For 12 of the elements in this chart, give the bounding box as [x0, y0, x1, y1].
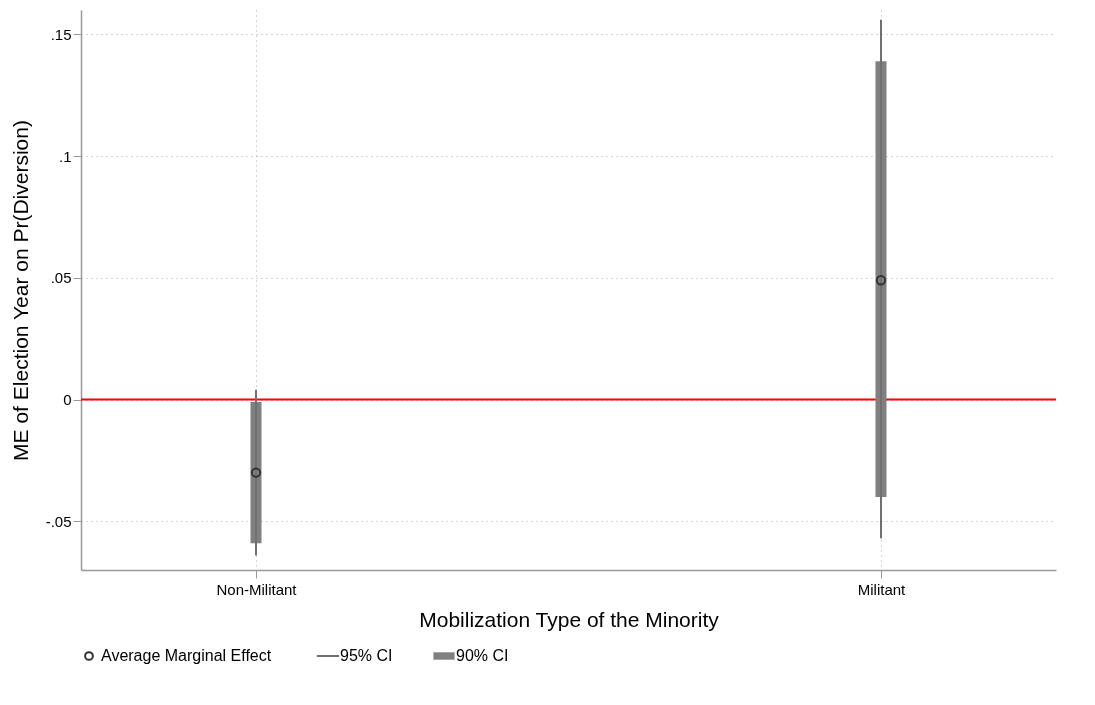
y-tick-label: 0 — [63, 391, 72, 409]
legend-label: 90% CI — [456, 647, 509, 664]
y-tick-label: .15 — [50, 25, 72, 43]
x-tick-label: Militant — [857, 580, 907, 598]
x-axis-title: Mobilization Type of the Minority — [419, 607, 720, 631]
legend-label: 95% CI — [340, 647, 393, 664]
y-tick-label: .05 — [50, 269, 72, 287]
y-axis-title: ME of Election Year on Pr(Diversion) — [8, 120, 32, 461]
legend-label: Average Marginal Effect — [101, 647, 272, 664]
y-tick-label: -.05 — [45, 512, 72, 530]
y-tick-label: .1 — [58, 147, 72, 165]
x-tick-label: Non-Militant — [216, 580, 298, 598]
